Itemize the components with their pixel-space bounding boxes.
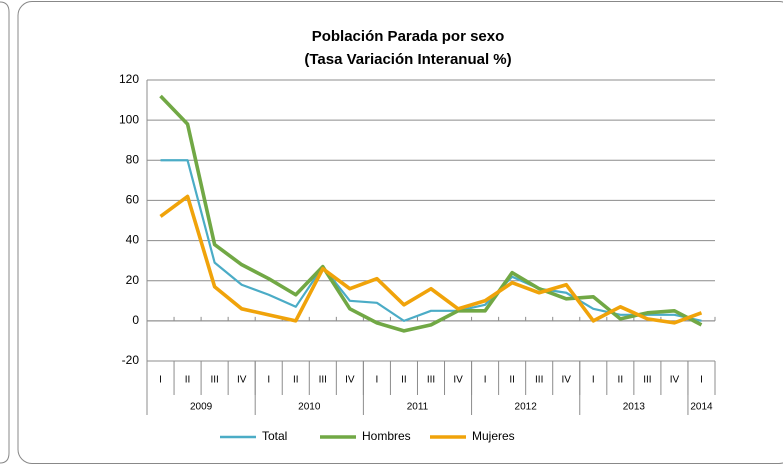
x-tick-label: I — [267, 375, 270, 386]
x-tick-label: IV — [670, 375, 680, 386]
chart-panel — [17, 1, 783, 464]
x-tick-label: IV — [237, 375, 247, 386]
y-tick-label: 80 — [126, 152, 140, 166]
y-tick-label: 0 — [132, 313, 139, 327]
group-label: 2009 — [190, 402, 213, 413]
group-label: 2011 — [407, 402, 429, 413]
x-tick-label: I — [700, 375, 703, 386]
x-tick-label: II — [293, 375, 299, 386]
x-tick-label: IV — [345, 375, 355, 386]
x-tick-label: III — [210, 375, 218, 386]
x-tick-label: II — [185, 375, 191, 386]
group-label: 2012 — [515, 402, 538, 413]
x-tick-label: III — [427, 375, 435, 386]
x-tick-label: I — [159, 375, 162, 386]
y-tick-label: 60 — [126, 193, 140, 207]
x-tick-label: I — [376, 375, 379, 386]
x-tick-label: I — [484, 375, 487, 386]
x-tick-label: IV — [453, 375, 463, 386]
legend-label: Hombres — [362, 429, 411, 443]
x-tick-label: I — [592, 375, 595, 386]
x-tick-label: IV — [562, 375, 572, 386]
x-tick-label: II — [509, 375, 515, 386]
chart-subtitle: (Tasa Variación Interanual %) — [304, 51, 511, 68]
group-label: 2010 — [298, 402, 321, 413]
group-label: 2013 — [623, 402, 646, 413]
chart-title: Población Parada por sexo — [312, 28, 505, 45]
x-tick-label: II — [618, 375, 624, 386]
x-tick-label: III — [643, 375, 651, 386]
x-tick-label: III — [319, 375, 327, 386]
series-line — [159, 194, 703, 325]
y-tick-label: 100 — [119, 112, 139, 126]
legend-label: Mujeres — [472, 429, 515, 443]
y-tick-label: 40 — [126, 233, 140, 247]
group-label: 2014 — [690, 402, 713, 413]
y-tick-label: 20 — [126, 273, 140, 287]
y-tick-label: 120 — [119, 72, 139, 86]
x-tick-label: II — [401, 375, 407, 386]
legend-label: Total — [262, 429, 287, 443]
x-tick-label: III — [535, 375, 543, 386]
side-panel — [0, 1, 10, 464]
y-tick-label: -20 — [122, 353, 140, 367]
